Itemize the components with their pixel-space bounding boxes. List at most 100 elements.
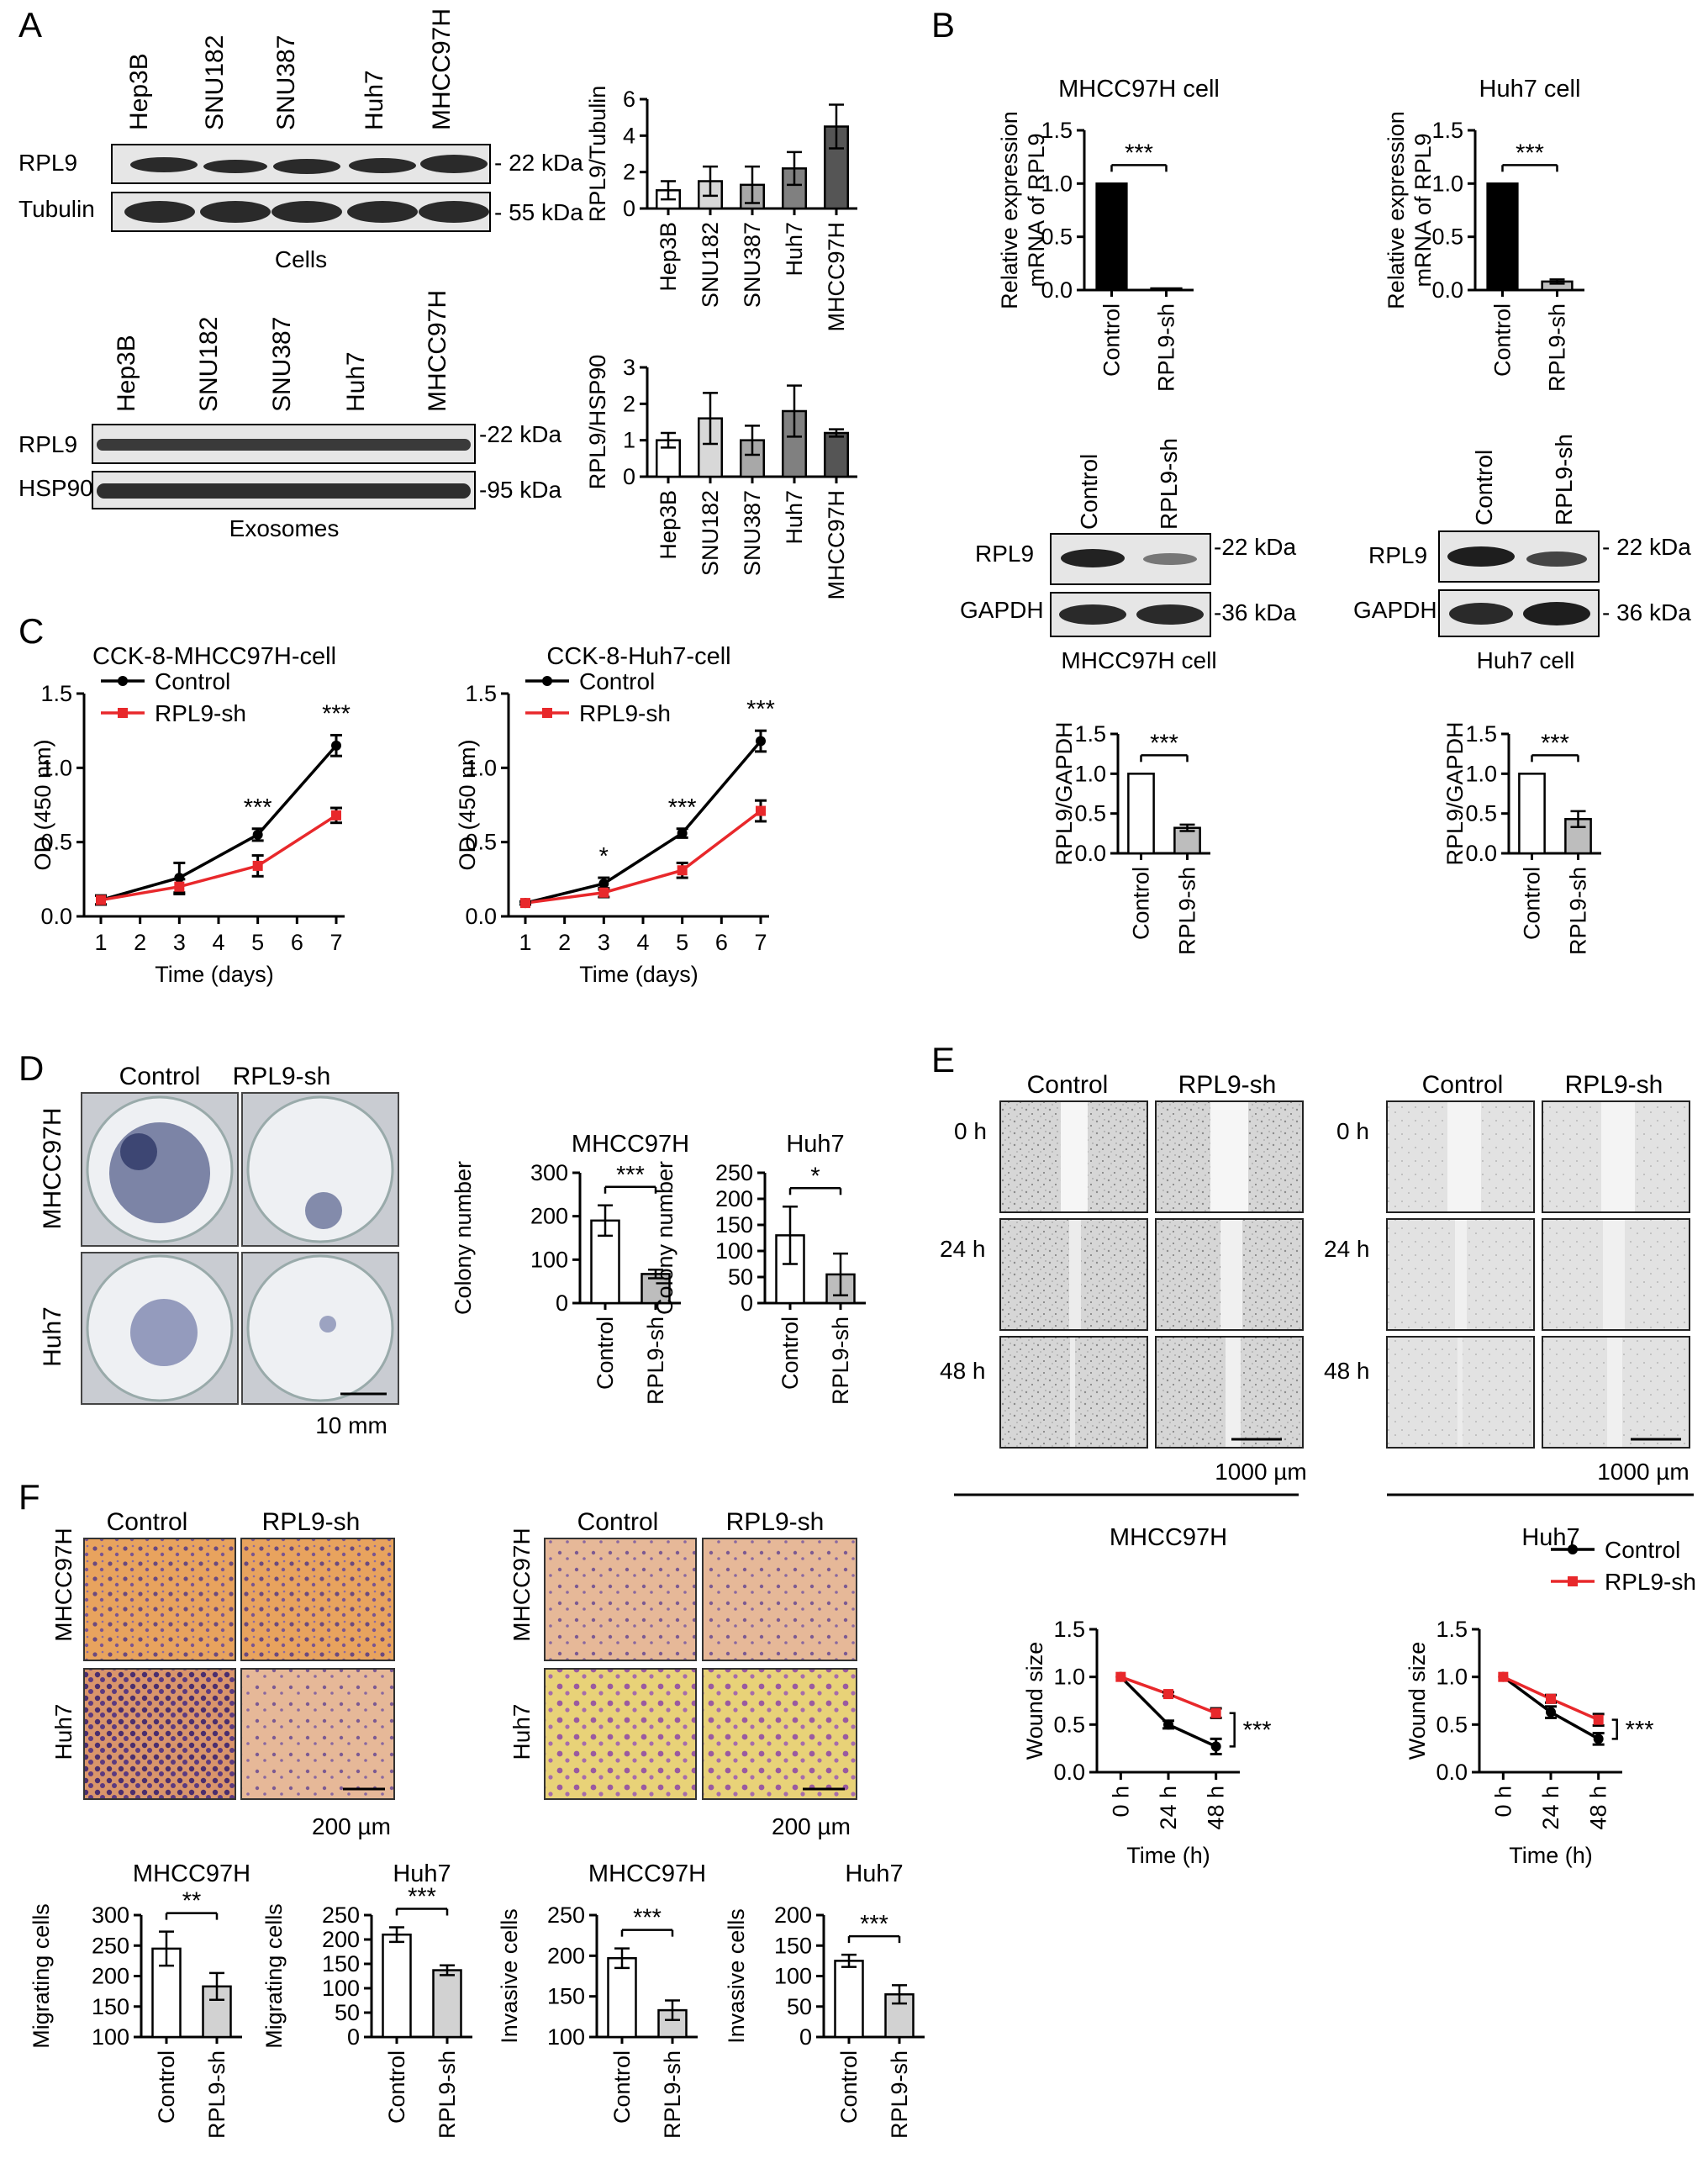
y-axis-title: RPL9/Tubulin (585, 86, 610, 223)
y-axis-title: OD (450 nm) (455, 739, 480, 870)
legend-marker (542, 708, 552, 718)
culture-well (246, 1254, 394, 1402)
x-tick-label: 7 (329, 930, 342, 955)
y-tick-label: 250 (715, 1160, 753, 1185)
y-tick-label: 0.0 (40, 904, 72, 929)
y-tick-label: 1.0 (1041, 171, 1073, 196)
bar (1127, 773, 1155, 855)
blot-band (419, 201, 489, 223)
blot-a-exosomes: Hep3B SNU182 SNU387 Huh7 MHCC97H RPL9 HS… (18, 290, 561, 541)
transwell-photo (702, 1668, 857, 1800)
y-tick-label: 2 (623, 391, 635, 416)
y-axis-title: Relative expression (997, 111, 1022, 309)
data-point (677, 828, 688, 839)
wound-gap (1607, 1338, 1622, 1447)
y-tick-label: 1.0 (1436, 1665, 1468, 1690)
bar (824, 431, 849, 478)
y-tick-label: 250 (322, 1902, 360, 1928)
y-tick-label: 1.5 (1053, 1617, 1085, 1642)
data-point (252, 860, 263, 871)
row-label: MHCC97H (509, 1528, 535, 1641)
y-tick-label: 0.5 (1465, 801, 1497, 826)
x-axis-title: Time (h) (1126, 1843, 1210, 1868)
bar (834, 1960, 864, 2039)
transwell-photo (544, 1668, 697, 1800)
blot-row-label: RPL9 (18, 431, 77, 457)
y-tick-label: 1.0 (1074, 761, 1106, 786)
lane-label: Hep3B (113, 335, 140, 412)
y-tick-label: 1.0 (40, 755, 72, 780)
data-point (331, 810, 341, 821)
panel-b-letter: B (931, 5, 955, 45)
y-tick-label: 4 (623, 123, 635, 148)
chart-f_inv_h: Huh7 0 50 100 150 200 Invasive cells Control RPL… (724, 1860, 925, 2139)
kda-marker: -36 kDa (1214, 599, 1296, 625)
colonies (319, 1316, 336, 1333)
blot-band (1061, 549, 1125, 567)
y-tick-label: 0 (556, 1290, 568, 1316)
y-tick-label: 1 (623, 428, 635, 453)
blot-caption: Exosomes (229, 515, 340, 541)
significance-label: * (599, 843, 609, 870)
blot-band (97, 483, 471, 499)
blot-band (203, 160, 267, 173)
lane-label: SNU182 (195, 317, 223, 412)
blot-row-label: HSP90 (18, 475, 93, 501)
x-tick-label: 48 h (1586, 1786, 1611, 1830)
y-axis-title: Wound size (1022, 1642, 1047, 1760)
x-tick-label: RPL9-sh (1566, 867, 1591, 955)
y-tick-label: 250 (547, 1902, 585, 1928)
y-tick-label: 1.5 (1074, 721, 1106, 747)
culture-well (246, 1095, 394, 1243)
data-point (96, 895, 106, 905)
panel-a-letter: A (18, 5, 42, 45)
wound-grid-huh7: Control RPL9-sh 0 h 24 h 48 h 1000 µm (1324, 1071, 1694, 1496)
x-tick-label: Control (1490, 303, 1516, 377)
x-tick-label: SNU182 (698, 490, 723, 576)
x-tick-label: RPL9-sh (887, 2050, 912, 2139)
panel-d-letter: D (18, 1048, 44, 1088)
significance-label: * (810, 1163, 820, 1190)
y-axis-title: mRNA of RPL9 (1410, 133, 1436, 287)
legend-label: Control (155, 668, 230, 694)
x-tick-label: Control (384, 2050, 409, 2124)
charts: 0 2 4 6 RPL9/Tubulin Hep3B SNU182 SNU387 Huh7 MHC… (29, 76, 1696, 2139)
y-tick-label: 150 (92, 1994, 129, 2019)
blot-row-label: GAPDH (1353, 597, 1437, 623)
lane-label: MHCC97H (428, 8, 456, 130)
x-tick-label: 4 (212, 930, 224, 955)
scale-label: 1000 µm (1215, 1459, 1307, 1485)
y-tick-label: 100 (92, 2024, 129, 2050)
data-point (1210, 1707, 1221, 1718)
sig-bracket (1611, 1718, 1618, 1740)
chart-title: MHCC97H (1110, 1524, 1227, 1551)
lane-label: SNU387 (268, 317, 296, 412)
transwell-photo (240, 1668, 395, 1800)
legend-label: RPL9-sh (1605, 1569, 1696, 1595)
significance-label: *** (668, 794, 697, 821)
lane-label: SNU387 (272, 35, 300, 130)
wound-gap (1061, 1102, 1088, 1211)
x-tick-label: 2 (558, 930, 571, 955)
chart-title: Huh7 (786, 1131, 844, 1158)
x-tick-label: 0 h (1490, 1786, 1516, 1818)
row-label: 24 h (1324, 1236, 1370, 1262)
blot-band (1143, 553, 1197, 565)
y-axis-title: Colony number (451, 1161, 476, 1315)
col-label: RPL9-sh (1178, 1071, 1277, 1099)
data-point (1163, 1689, 1173, 1700)
panel-f-letter: F (18, 1477, 40, 1517)
row-label: 0 h (1336, 1118, 1369, 1144)
y-tick-label: 0.5 (1053, 1712, 1085, 1737)
kda-marker: - 36 kDa (1602, 599, 1691, 625)
colony-image-grid: Control RPL9-sh MHCC97H Huh7 10 mm (39, 1063, 399, 1438)
chart-title: MHCC97H (588, 1860, 706, 1887)
blot-band (1447, 546, 1515, 567)
chart-a_cells: 0 2 4 6 RPL9/Tubulin Hep3B SNU182 SNU387 Huh7 MHC… (585, 86, 857, 332)
x-tick-label: RPL9-sh (1175, 867, 1200, 955)
significance-label: *** (746, 696, 775, 723)
col-label: Control (107, 1508, 188, 1536)
y-tick-label: 0 (799, 2024, 812, 2050)
chart-title: Huh7 (393, 1860, 451, 1887)
